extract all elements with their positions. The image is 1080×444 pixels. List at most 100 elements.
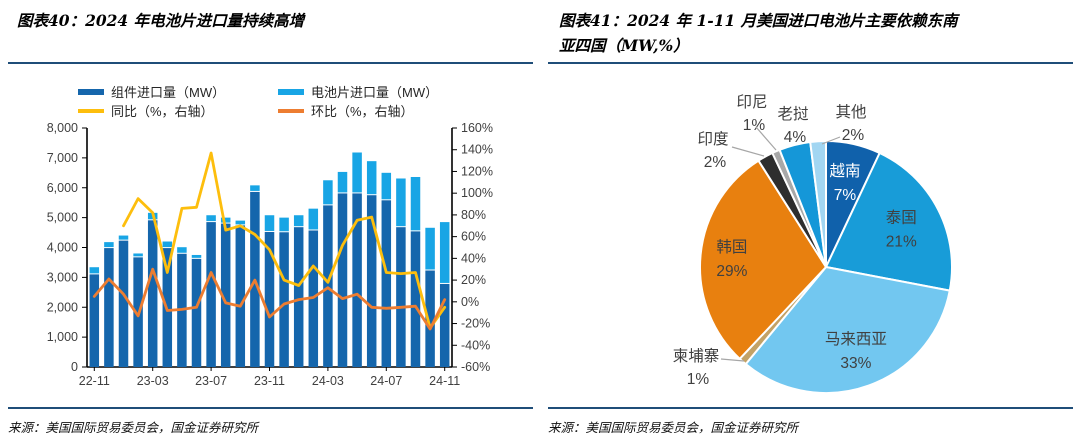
cell-bar xyxy=(308,208,319,230)
svg-text:60%: 60% xyxy=(461,230,486,244)
module-bar xyxy=(89,274,100,367)
slice-name-label: 柬埔寨 xyxy=(673,347,720,365)
module-bar xyxy=(381,200,392,367)
svg-text:160%: 160% xyxy=(461,121,493,135)
module-bar xyxy=(220,223,231,367)
module-bar xyxy=(366,195,377,367)
legend-label: 同比（%，右轴） xyxy=(111,104,214,119)
cell-bar xyxy=(323,180,333,205)
pie-labels: 越南 7% 泰国 21% 马来西亚 33% 柬埔寨 1% 韩国 29% 印度 2% 印尼 1% 老挝 4% 其他… xyxy=(673,93,917,388)
cell-bar xyxy=(235,220,246,225)
cell-bar xyxy=(381,172,392,200)
cell-bar xyxy=(439,222,450,283)
module-bar xyxy=(147,220,158,367)
slice-name-label: 泰国 xyxy=(886,209,917,227)
module-bar xyxy=(337,193,348,367)
leader-line xyxy=(731,146,765,157)
pie-slice-泰国 xyxy=(825,151,953,292)
slice-name-label: 印度 xyxy=(697,130,728,148)
yoy-line xyxy=(122,151,447,330)
pie-slice-其他 xyxy=(809,139,827,268)
cell-bar xyxy=(177,247,187,253)
cell-bar xyxy=(191,254,202,258)
svg-text:-60%: -60% xyxy=(461,360,490,374)
cell-bar xyxy=(104,242,114,248)
legend-row: 组件进口量（MW） 电池片进口量（MW） xyxy=(78,82,478,101)
module-bar xyxy=(293,227,304,367)
slice-pct-label: 1% xyxy=(687,371,710,388)
combo-chart-legend: 组件进口量（MW） 电池片进口量（MW） 同比（%，右轴） 环比（%，右轴） xyxy=(78,82,478,120)
left-bottom-rule xyxy=(8,407,533,409)
legend-line-swatch xyxy=(78,108,104,113)
leader-line xyxy=(720,358,745,362)
pie-slices xyxy=(699,139,953,394)
leader-line xyxy=(821,136,841,145)
module-bar xyxy=(206,222,216,367)
combo-ticks xyxy=(82,127,457,371)
svg-text:0: 0 xyxy=(71,360,78,374)
svg-text:3,000: 3,000 xyxy=(47,270,78,284)
module-bar xyxy=(425,270,435,367)
svg-text:-20%: -20% xyxy=(461,317,490,331)
pie-slice-马来西亚 xyxy=(744,266,951,394)
combo-chart-svg: 0 1,000 2,000 3,000 4,000 5,000 6,000 7,000 8,00… xyxy=(47,121,493,388)
svg-text:140%: 140% xyxy=(461,143,493,157)
left-chart-title: 图表40：2024 年电池片进口量持续高增 xyxy=(17,11,305,30)
cell-bar xyxy=(366,161,377,195)
svg-text:-40%: -40% xyxy=(461,338,490,352)
svg-text:7,000: 7,000 xyxy=(47,151,78,165)
svg-text:1,000: 1,000 xyxy=(47,330,78,344)
slice-name-label: 马来西亚 xyxy=(825,330,887,348)
svg-text:23-03: 23-03 xyxy=(137,374,169,388)
pie-slice-韩国 xyxy=(699,159,827,360)
svg-text:100%: 100% xyxy=(461,186,493,200)
slice-name-label: 印尼 xyxy=(736,93,767,111)
svg-text:24-11: 24-11 xyxy=(429,374,460,388)
svg-text:120%: 120% xyxy=(461,164,493,178)
svg-text:23-11: 23-11 xyxy=(254,374,285,388)
legend-bar-swatch xyxy=(78,88,104,95)
left-source-note: 来源：美国国际贸易委员会，国金证券研究所 xyxy=(8,420,259,435)
legend-row: 同比（%，右轴） 环比（%，右轴） xyxy=(78,101,478,120)
slice-name-label: 越南 xyxy=(829,162,860,180)
slice-pct-label: 29% xyxy=(716,263,747,280)
module-bar xyxy=(352,193,362,367)
svg-text:24-07: 24-07 xyxy=(370,374,402,388)
cell-bar xyxy=(293,215,304,227)
pie-leader-lines xyxy=(720,126,841,362)
legend-bar-swatch xyxy=(278,88,304,95)
slice-name-label: 韩国 xyxy=(716,238,747,256)
module-bar xyxy=(191,258,202,367)
pie-chart-svg: 越南 7% 泰国 21% 马来西亚 33% 柬埔寨 1% 韩国 29% 印度 2% 印尼 1% 老挝 4% 其他… xyxy=(673,93,953,394)
module-bar xyxy=(118,240,129,367)
svg-text:20%: 20% xyxy=(461,273,486,287)
svg-text:40%: 40% xyxy=(461,251,486,265)
slice-name-label: 其他 xyxy=(835,103,866,121)
cell-bar xyxy=(410,176,421,231)
slice-pct-label: 1% xyxy=(743,117,766,134)
module-bar xyxy=(323,205,333,367)
right-source-note: 来源：美国国际贸易委员会，国金证券研究所 xyxy=(548,420,799,435)
cell-bar xyxy=(425,227,435,270)
legend-label: 组件进口量（MW） xyxy=(111,85,226,100)
legend-item: 电池片进口量（MW） xyxy=(278,82,478,101)
cell-bar xyxy=(279,217,289,232)
leader-line xyxy=(755,126,777,151)
slice-pct-label: 4% xyxy=(784,129,807,146)
svg-text:0%: 0% xyxy=(461,295,479,309)
cell-bar xyxy=(220,217,231,223)
right-chart-title: 图表41：2024 年 1-11 月美国进口电池片主要依赖东南 亚四国（MW,%… xyxy=(559,8,1074,58)
cell-bar xyxy=(133,253,143,257)
svg-text:6,000: 6,000 xyxy=(47,181,78,195)
cell-bar xyxy=(250,185,260,191)
legend-item: 环比（%，右轴） xyxy=(278,101,478,120)
mom-line xyxy=(92,267,447,331)
svg-text:2,000: 2,000 xyxy=(47,300,78,314)
right-chart-title-line2: 亚四国（MW,%） xyxy=(559,36,689,55)
module-bar xyxy=(279,232,289,367)
slice-pct-label: 7% xyxy=(834,187,857,204)
slice-pct-label: 21% xyxy=(886,234,917,251)
combo-axis-labels: 0 1,000 2,000 3,000 4,000 5,000 6,000 7,000 8,00… xyxy=(47,121,493,388)
svg-text:23-07: 23-07 xyxy=(195,374,227,388)
